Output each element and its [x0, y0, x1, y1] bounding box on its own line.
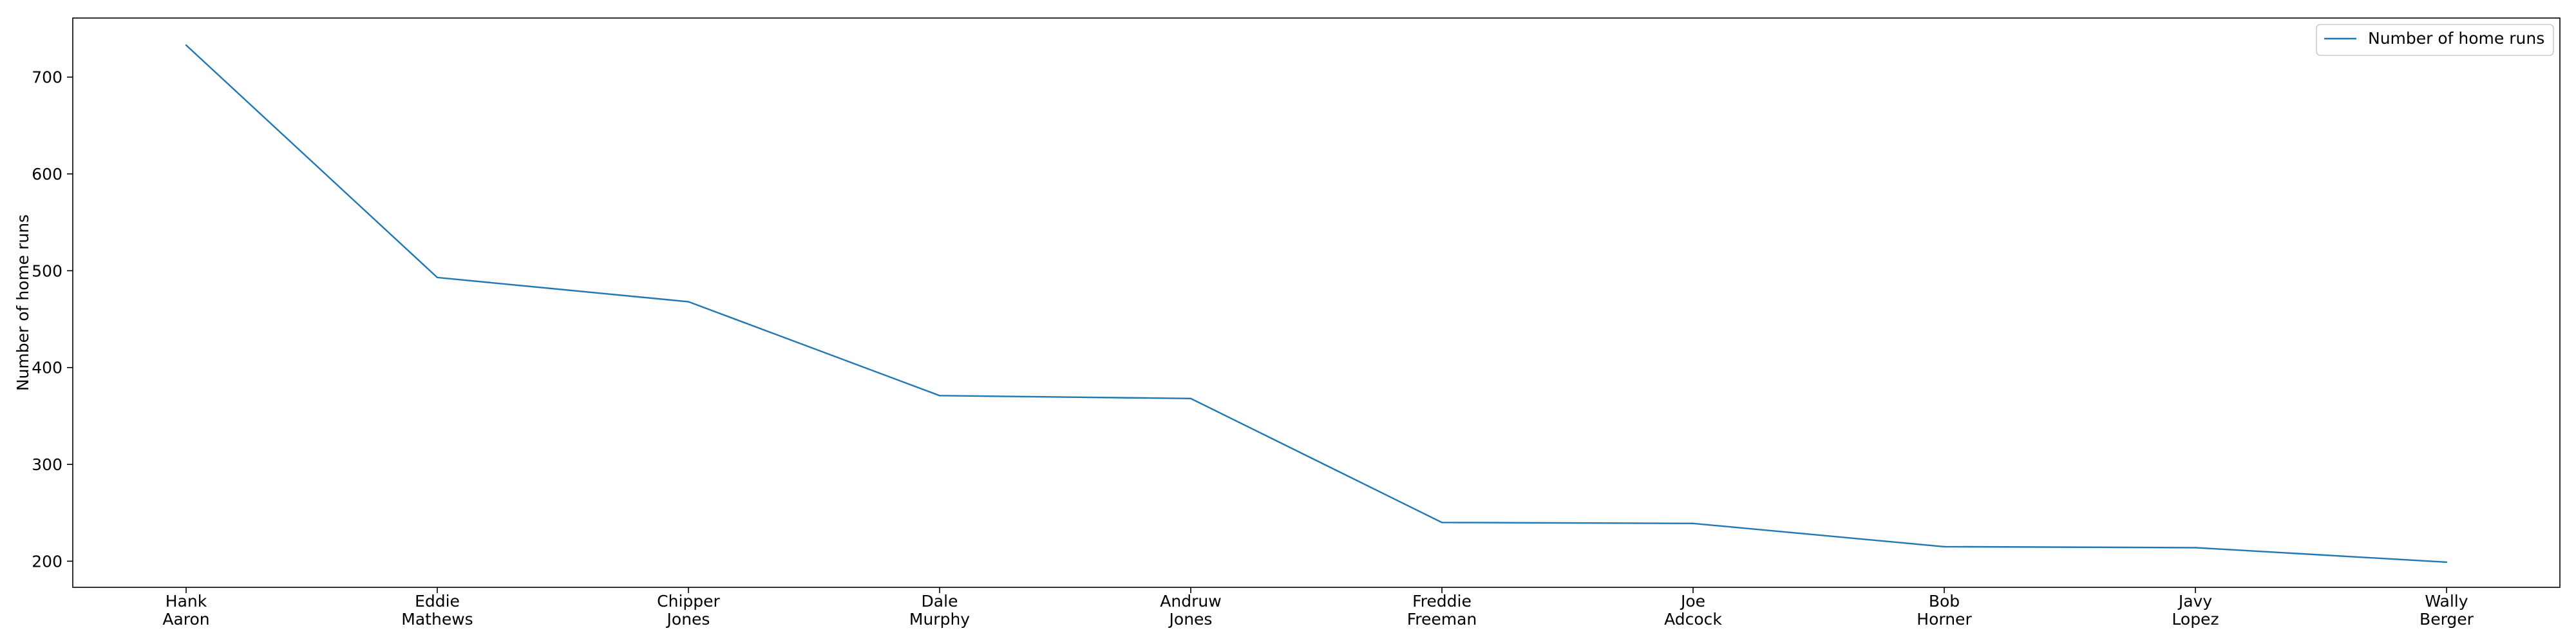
x-tick-label: Dale Murphy [909, 592, 970, 629]
data-point [2194, 547, 2197, 549]
x-tick-label: Joe Adcock [1664, 592, 1722, 629]
y-tick-label: 600 [32, 165, 62, 184]
y-tick-label: 300 [32, 455, 62, 474]
data-point [938, 395, 941, 397]
legend: Number of home runs [2316, 24, 2554, 56]
y-tick-label: 500 [32, 261, 62, 280]
y-axis: 200 300 400 500 600 700 [32, 68, 73, 571]
data-point [687, 301, 690, 303]
data-point [1441, 522, 1443, 524]
x-tick-label: Javy Lopez [2172, 592, 2219, 629]
data-point [1943, 545, 1946, 548]
x-tick-label: Hank Aaron [162, 592, 209, 629]
data-point [1692, 522, 1694, 524]
y-tick-label: 400 [32, 359, 62, 377]
data-point [436, 276, 439, 279]
legend-frame [2316, 24, 2554, 56]
x-tick-label: Freddie Freeman [1407, 592, 1477, 629]
data-point [1189, 397, 1192, 400]
y-axis-label: Number of home runs [14, 214, 32, 391]
x-tick-label: Bob Horner [1917, 592, 1972, 629]
x-tick-label: Wally Berger [2420, 592, 2474, 629]
x-tick-label: Eddie Mathews [401, 592, 473, 629]
y-tick-label: 200 [32, 552, 62, 571]
legend-entry-label: Number of home runs [2368, 29, 2544, 48]
data-point [185, 44, 187, 46]
data-point [2445, 561, 2448, 564]
x-tick-label: Chipper Jones [657, 592, 720, 629]
x-tick-label: Andruw Jones [1160, 592, 1221, 629]
x-axis: Hank Aaron Eddie Mathews Chipper Jones Dale Mur… [162, 587, 2474, 629]
plot-area-frame [72, 17, 2561, 588]
y-tick-label: 700 [32, 68, 62, 87]
series-line-home-runs [185, 44, 2447, 564]
